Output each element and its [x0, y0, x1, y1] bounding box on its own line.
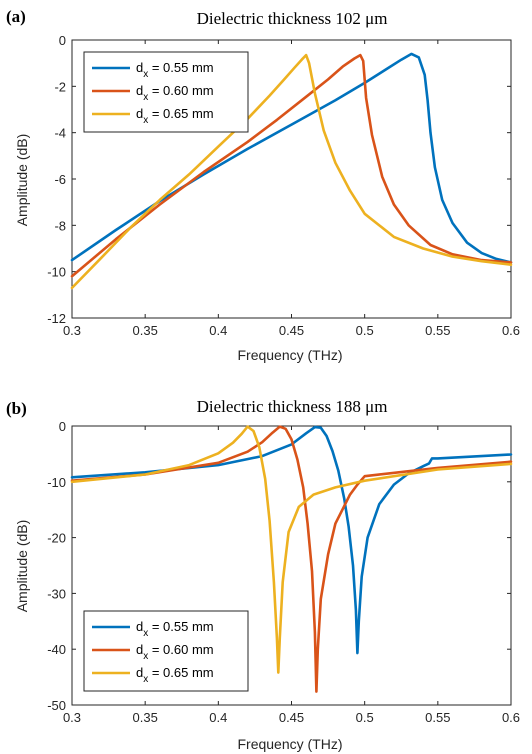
panel-b-legend-label-2: dx = 0.60 mm	[136, 642, 214, 662]
panel-a-series-line-1	[70, 52, 513, 264]
panel-b-x-tick-label: 0.3	[63, 710, 81, 725]
panel-a-legend-label-3: dx = 0.65 mm	[136, 106, 214, 126]
panel-a-legend-label-2: dx = 0.60 mm	[136, 83, 214, 103]
panel-a-y-axis-label: Amplitude (dB)	[14, 134, 30, 227]
panel-a-y-tick-label: -8	[54, 218, 66, 233]
panel-b: (b) Dielectric thickness 188 μm Amplitud…	[6, 397, 520, 752]
panel-b-y-tick-label: -10	[47, 475, 66, 490]
panel-b-title: Dielectric thickness 188 μm	[197, 397, 388, 416]
panel-b-x-tick-label: 0.55	[425, 710, 450, 725]
panel-a-y-tick-label: -4	[54, 126, 66, 141]
panel-b-plot-area: 0.3 0.35 0.4 0.45 0.5 0.55 0.6 -50 -40 -30 -20 -10 0	[47, 419, 520, 725]
panel-a-y-tick-label: -10	[47, 265, 66, 280]
panel-b-y-axis-label: Amplitude (dB)	[14, 520, 30, 613]
panel-a-legend-label-1: dx = 0.55 mm	[136, 60, 214, 80]
panel-a-label: (a)	[6, 7, 26, 26]
panel-a-x-tick-label: 0.55	[425, 323, 450, 338]
panel-b-y-tick-label: -50	[47, 698, 66, 713]
panel-b-x-tick-label: 0.35	[133, 710, 158, 725]
panel-b-y-tick-label: 0	[59, 419, 66, 434]
panel-b-legend: dx = 0.55 mm dx = 0.60 mm dx = 0.65 mm	[83, 610, 249, 692]
panel-a-x-axis-label: Frequency (THz)	[237, 347, 342, 363]
panel-a-x-tick-label: 0.35	[133, 323, 158, 338]
panel-b-series-line-1	[70, 425, 513, 655]
panel-b-x-axis-label: Frequency (THz)	[237, 736, 342, 752]
panel-a-title: Dielectric thickness 102 μm	[197, 9, 388, 28]
panel-a-y-tick-label: -6	[54, 172, 66, 187]
panel-a-x-tick-label: 0.3	[63, 323, 81, 338]
panel-b-y-tick-label: -20	[47, 531, 66, 546]
panel-a-legend: dx = 0.55 mm dx = 0.60 mm dx = 0.65 mm	[83, 51, 249, 133]
panel-b-y-tick-label: -40	[47, 642, 66, 657]
panel-a-y-tick-label: -12	[47, 311, 66, 326]
panel-b-x-tick-label: 0.6	[502, 710, 520, 725]
panel-b-x-tick-label: 0.5	[356, 710, 374, 725]
panel-a-x-tick-label: 0.45	[279, 323, 304, 338]
panel-b-x-tick-label: 0.45	[279, 710, 304, 725]
panel-b-legend-label-1: dx = 0.55 mm	[136, 619, 214, 639]
panel-b-x-tick-label: 0.4	[209, 710, 227, 725]
panel-a-x-tick-label: 0.6	[502, 323, 520, 338]
panel-a-series-line-2	[70, 53, 513, 278]
panel-b-y-tick-label: -30	[47, 586, 66, 601]
panel-b-series-line-3	[70, 425, 513, 674]
panel-a-y-tick-label: -2	[54, 79, 66, 94]
panel-a-x-tick-label: 0.5	[356, 323, 374, 338]
panel-a-plot-area: 0.3 0.35 0.4 0.45 0.5 0.55 0.6 -12 -10 -8 -6 -4 -2 0	[47, 33, 520, 338]
panel-a-series-line-3	[70, 53, 513, 290]
panel-b-legend-label-3: dx = 0.65 mm	[136, 665, 214, 685]
panel-a: (a) Dielectric thickness 102 μm Amplitud…	[6, 7, 520, 363]
panel-a-y-tick-label: 0	[59, 33, 66, 48]
panel-a-x-tick-label: 0.4	[209, 323, 227, 338]
panel-b-label: (b)	[6, 399, 27, 418]
panel-b-series-line-2	[70, 425, 513, 693]
